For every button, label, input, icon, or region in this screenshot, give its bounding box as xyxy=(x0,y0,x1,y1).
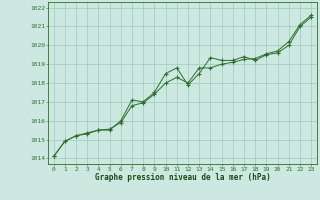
X-axis label: Graphe pression niveau de la mer (hPa): Graphe pression niveau de la mer (hPa) xyxy=(94,173,270,182)
